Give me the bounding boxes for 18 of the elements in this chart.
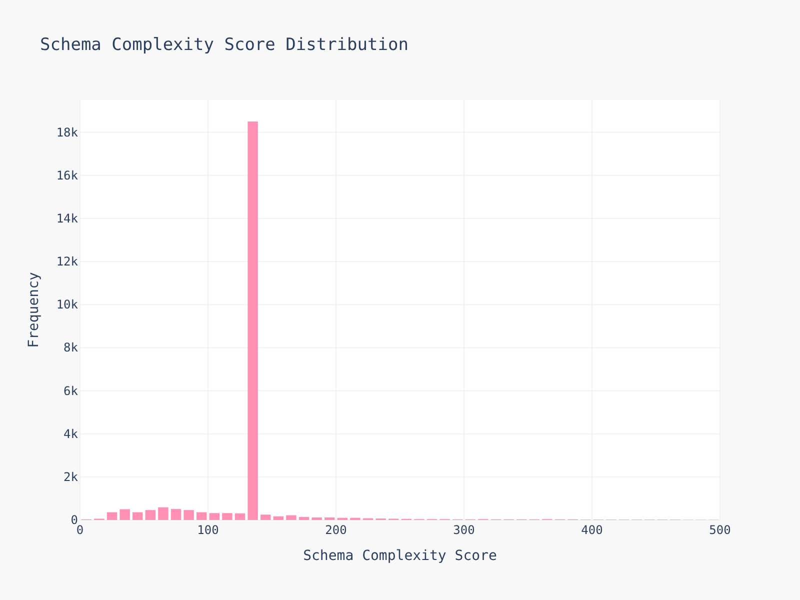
y-tick-label: 8k — [64, 340, 79, 355]
y-tick-label: 18k — [56, 125, 79, 140]
y-tick-label: 12k — [56, 254, 79, 269]
y-tick-label: 6k — [64, 384, 79, 398]
y-tick-label: 4k — [64, 426, 79, 441]
y-tick-label: 0 — [70, 513, 78, 527]
x-tick-label: 500 — [709, 523, 731, 537]
x-tick-label: 200 — [325, 523, 347, 537]
chart-title: Schema Complexity Score Distribution — [40, 35, 408, 55]
x-tick-label: 100 — [197, 523, 219, 537]
x-axis-title: Schema Complexity Score — [303, 548, 497, 564]
y-tick-label: 2k — [64, 470, 79, 484]
y-axis-title: Frequency — [26, 272, 42, 348]
y-tick-label: 14k — [56, 211, 79, 226]
y-tick-label: 16k — [56, 168, 79, 182]
x-tick-label: 400 — [581, 523, 603, 537]
x-tick-label: 300 — [453, 523, 475, 537]
y-tick-label: 10k — [56, 298, 79, 312]
